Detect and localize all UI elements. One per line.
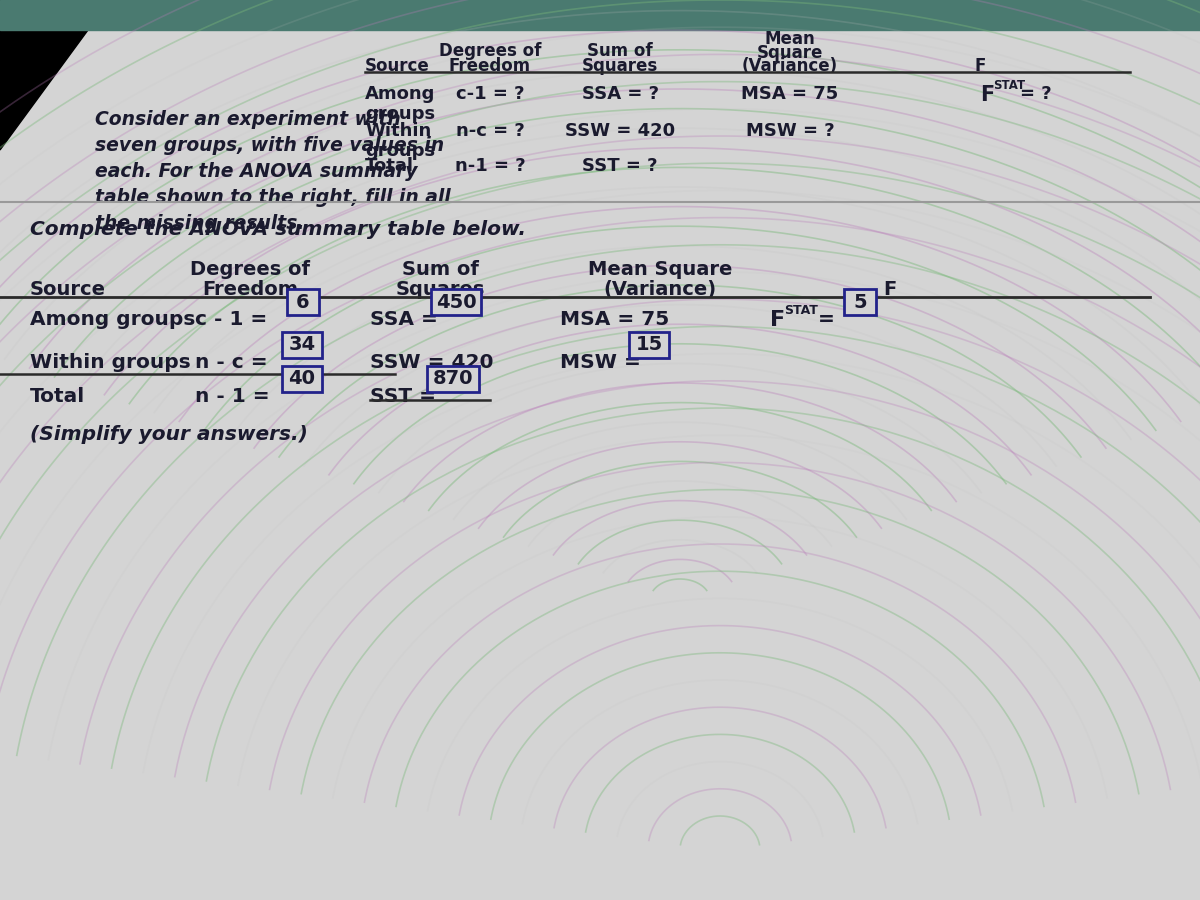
Text: Freedom: Freedom [449, 57, 532, 75]
Text: groups: groups [365, 105, 436, 123]
FancyBboxPatch shape [282, 366, 322, 392]
Text: (Variance): (Variance) [604, 280, 716, 299]
Text: 34: 34 [288, 336, 316, 355]
FancyBboxPatch shape [431, 289, 481, 315]
Polygon shape [0, 0, 110, 150]
Text: Complete the ANOVA summary table below.: Complete the ANOVA summary table below. [30, 220, 526, 239]
Text: 5: 5 [853, 292, 866, 311]
Bar [0, 0, 1200, 30]
Text: Source: Source [365, 57, 430, 75]
Text: Square: Square [757, 44, 823, 62]
Text: MSW = ?: MSW = ? [745, 122, 834, 140]
Text: SSA = ?: SSA = ? [582, 85, 659, 103]
Text: Mean: Mean [764, 30, 815, 48]
Text: SST = ?: SST = ? [582, 157, 658, 175]
Text: Squares: Squares [582, 57, 658, 75]
Text: (Variance): (Variance) [742, 57, 838, 75]
Text: c-1 = ?: c-1 = ? [456, 85, 524, 103]
Text: Mean Square: Mean Square [588, 260, 732, 279]
Text: Within: Within [365, 122, 431, 140]
Text: F: F [980, 85, 995, 105]
Text: Total: Total [30, 387, 85, 406]
Text: Total: Total [365, 157, 414, 175]
Text: Freedom: Freedom [202, 280, 298, 299]
Text: 40: 40 [288, 370, 316, 389]
Text: Among groups: Among groups [30, 310, 196, 329]
FancyBboxPatch shape [427, 366, 479, 392]
Text: n - c =: n - c = [194, 353, 275, 372]
Text: n-1 = ?: n-1 = ? [455, 157, 526, 175]
Text: c - 1 =: c - 1 = [194, 310, 275, 329]
Text: MSW =: MSW = [560, 353, 648, 372]
Text: 870: 870 [433, 370, 473, 389]
Text: Sum of: Sum of [402, 260, 479, 279]
Text: F: F [770, 310, 785, 330]
FancyBboxPatch shape [282, 332, 322, 358]
Text: Sum of: Sum of [587, 42, 653, 60]
Text: Source: Source [30, 280, 106, 299]
Text: 15: 15 [635, 336, 662, 355]
Text: F: F [883, 280, 896, 299]
Text: SST =: SST = [370, 387, 443, 406]
FancyBboxPatch shape [844, 289, 876, 315]
Text: = ?: = ? [1020, 85, 1051, 103]
Text: groups: groups [365, 142, 436, 160]
Text: SSW = 420: SSW = 420 [370, 353, 493, 372]
Text: STAT: STAT [994, 79, 1025, 92]
FancyBboxPatch shape [287, 289, 319, 315]
Text: seven groups, with five values in: seven groups, with five values in [95, 136, 444, 155]
Text: MSA = 75: MSA = 75 [560, 310, 670, 329]
FancyBboxPatch shape [629, 332, 670, 358]
Text: Consider an experiment with: Consider an experiment with [95, 110, 401, 129]
Text: Among: Among [365, 85, 436, 103]
Text: n-c = ?: n-c = ? [456, 122, 524, 140]
Text: SSA =: SSA = [370, 310, 445, 329]
Text: 450: 450 [436, 292, 476, 311]
Text: the missing results.: the missing results. [95, 214, 305, 233]
Text: Degrees of: Degrees of [439, 42, 541, 60]
Text: =: = [818, 310, 842, 329]
Text: Within groups: Within groups [30, 353, 191, 372]
Text: MSA = 75: MSA = 75 [742, 85, 839, 103]
Text: F: F [974, 57, 985, 75]
Text: Squares: Squares [395, 280, 485, 299]
Text: (Simplify your answers.): (Simplify your answers.) [30, 425, 308, 444]
Text: SSW = 420: SSW = 420 [565, 122, 676, 140]
Text: table shown to the right, fill in all: table shown to the right, fill in all [95, 188, 451, 207]
Text: 6: 6 [296, 292, 310, 311]
Text: n - 1 =: n - 1 = [194, 387, 277, 406]
Text: Degrees of: Degrees of [190, 260, 310, 279]
Text: each. For the ANOVA summary: each. For the ANOVA summary [95, 162, 418, 181]
Text: STAT: STAT [784, 304, 818, 317]
